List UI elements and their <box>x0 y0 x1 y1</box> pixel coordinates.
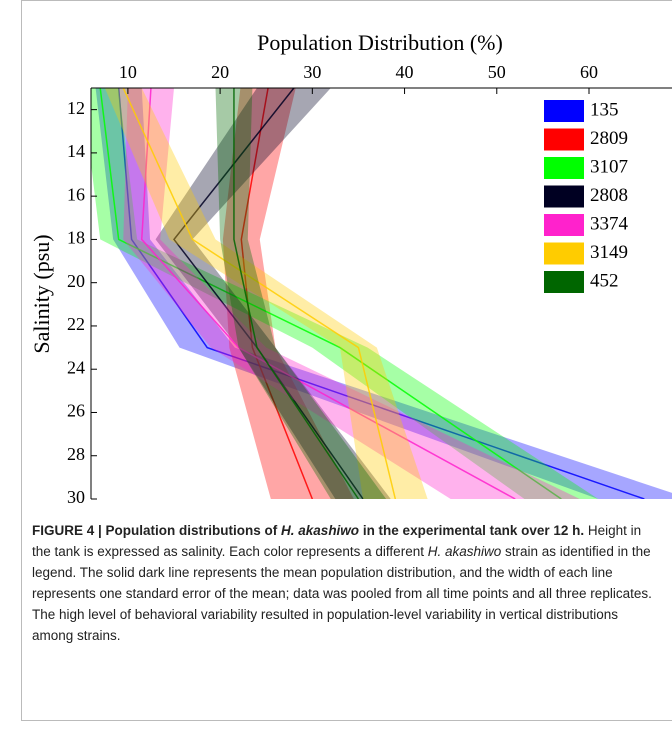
legend-swatch <box>544 185 584 208</box>
legend-label: 2808 <box>590 185 628 206</box>
caption-text: FIGURE 4 | Population distributions of <box>32 523 282 538</box>
y-tick-label: 18 <box>67 228 85 248</box>
y-tick-label: 16 <box>67 184 85 204</box>
y-tick-label: 14 <box>67 141 85 161</box>
y-axis-title: Salinity (psu) <box>29 234 54 353</box>
mean-line <box>99 88 562 499</box>
y-tick-label: 12 <box>67 98 85 118</box>
error-band <box>123 88 580 499</box>
legend-swatch <box>544 128 584 151</box>
caption-text: Height in the tank is expressed as salin… <box>32 523 642 559</box>
error-band <box>95 88 672 499</box>
legend-swatch <box>544 271 584 293</box>
y-tick-label: 26 <box>67 401 85 421</box>
legend-label: 135 <box>590 99 619 120</box>
x-tick-label: 50 <box>488 62 506 82</box>
legend-label: 2809 <box>590 128 628 149</box>
y-tick-label: 22 <box>67 314 85 334</box>
y-tick-label: 20 <box>67 271 85 291</box>
mean-line <box>122 88 397 499</box>
x-tick-label: 40 <box>396 62 414 82</box>
legend-swatch <box>544 242 584 265</box>
mean-line <box>240 88 314 499</box>
error-band <box>215 88 387 499</box>
plot: 135 2809 3107 2808 3374 3149 452 10 20 30 40 50 60 12… <box>67 62 672 507</box>
y-tick-label: 30 <box>67 487 85 507</box>
caption-text: H. akashiwo <box>281 523 360 538</box>
x-tick-label: 20 <box>211 62 229 82</box>
caption-text: in the experimental tank over 12 h. <box>359 523 585 538</box>
x-axis-title: Population Distribution (%) <box>257 30 503 55</box>
legend-label: 452 <box>590 270 619 291</box>
y-tick-label: 28 <box>67 444 85 464</box>
error-band <box>104 88 428 499</box>
mean-line <box>233 88 360 499</box>
error-band <box>222 88 354 499</box>
caption-text: strain as identified in the legend. The … <box>32 544 652 643</box>
frame <box>21 0 672 721</box>
x-tick-label: 30 <box>303 62 321 82</box>
legend-swatch <box>544 100 584 122</box>
mean-line <box>117 88 645 499</box>
caption: FIGURE 4 | Population distributions of H… <box>32 520 658 646</box>
error-band <box>155 88 391 499</box>
x-tick-label: 10 <box>119 62 137 82</box>
legend-swatch <box>544 157 584 179</box>
legend-swatch <box>544 214 584 236</box>
legend-label: 3149 <box>590 242 628 263</box>
caption-text: H. akashiwo <box>427 544 502 559</box>
legend-label: 3107 <box>590 156 628 177</box>
y-tick-label: 24 <box>67 357 85 377</box>
legend-label: 3374 <box>590 213 629 234</box>
x-tick-label: 60 <box>580 62 598 82</box>
